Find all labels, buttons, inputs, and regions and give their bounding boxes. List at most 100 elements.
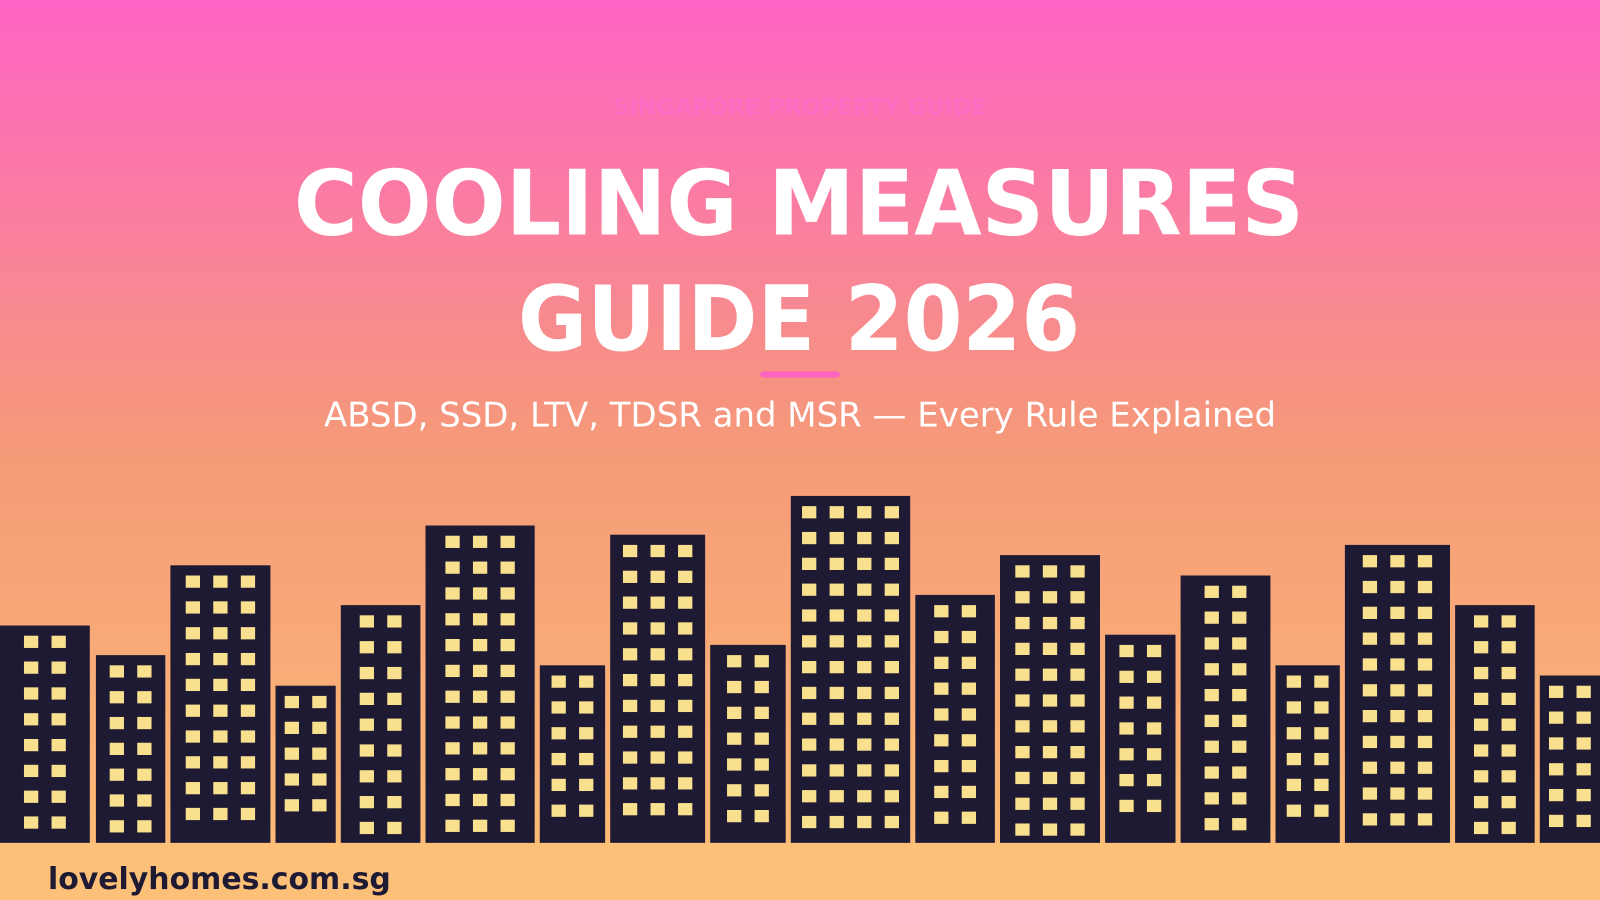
building (539, 665, 606, 843)
window (240, 704, 256, 717)
window (1204, 740, 1219, 753)
window (1070, 797, 1085, 810)
window (857, 635, 872, 648)
building (1539, 675, 1600, 843)
window (1501, 796, 1516, 809)
window (240, 678, 256, 692)
window (500, 690, 515, 703)
window (1119, 799, 1134, 813)
building (275, 685, 336, 843)
window (359, 718, 374, 731)
window (387, 666, 402, 680)
window (1286, 778, 1302, 792)
window (1501, 692, 1516, 705)
window (359, 615, 374, 628)
window (1473, 692, 1489, 705)
window (472, 768, 488, 781)
building (1455, 605, 1535, 843)
window (961, 682, 977, 695)
window (678, 544, 693, 558)
window (23, 764, 39, 778)
window (312, 747, 327, 760)
window (650, 673, 665, 687)
window (802, 635, 817, 648)
window (1362, 580, 1378, 594)
window (934, 605, 949, 618)
window (284, 721, 299, 734)
window (1548, 763, 1564, 776)
window (802, 738, 817, 751)
window (1390, 710, 1405, 723)
title-line: COOLING MEASURES (294, 153, 1304, 257)
window (109, 665, 124, 678)
window (23, 687, 39, 700)
window (284, 747, 299, 760)
window (857, 557, 872, 570)
window (551, 804, 566, 817)
window (727, 732, 742, 745)
window (1390, 761, 1405, 774)
window (445, 587, 460, 600)
window (802, 790, 817, 803)
window (934, 630, 949, 644)
window (1070, 668, 1085, 681)
window (445, 819, 460, 832)
window (51, 764, 66, 778)
window (802, 609, 817, 622)
window (622, 699, 638, 713)
window (622, 673, 638, 687)
window (1362, 735, 1378, 749)
window (1390, 555, 1405, 568)
window (802, 661, 817, 674)
window (500, 664, 515, 678)
window (284, 799, 299, 812)
window (650, 622, 665, 635)
window (1042, 616, 1058, 630)
window (240, 575, 256, 588)
window (240, 782, 256, 795)
window (359, 666, 374, 680)
window (884, 506, 899, 519)
window (754, 758, 769, 771)
window (857, 661, 872, 674)
window (213, 782, 228, 795)
window (137, 794, 152, 807)
window (884, 686, 899, 700)
window (884, 764, 899, 777)
window (551, 778, 566, 792)
window (884, 738, 899, 751)
window (857, 738, 872, 751)
window (1548, 711, 1564, 724)
window (622, 648, 638, 661)
window (1015, 642, 1030, 655)
window (884, 635, 899, 648)
window (802, 686, 817, 700)
window (1501, 744, 1516, 757)
eyebrow: SINGAPORE PROPERTY GUIDE (613, 94, 986, 120)
window (1417, 658, 1433, 671)
window (622, 725, 638, 738)
window (1070, 746, 1085, 759)
window (802, 764, 817, 777)
window (1314, 804, 1329, 817)
window (312, 773, 327, 786)
window (650, 725, 665, 738)
window (1362, 761, 1378, 774)
window (1015, 823, 1030, 836)
title-line: GUIDE 2026 (518, 268, 1080, 372)
accent-bar (760, 371, 840, 378)
window (622, 570, 638, 583)
window (23, 661, 39, 674)
window (1119, 670, 1134, 683)
window (1417, 787, 1433, 800)
window (359, 641, 374, 654)
window (1501, 821, 1516, 835)
window (1314, 752, 1329, 766)
window (109, 716, 124, 730)
window (1548, 814, 1564, 828)
window (359, 692, 374, 705)
window (240, 652, 256, 666)
window (1042, 746, 1058, 759)
window (857, 764, 872, 777)
